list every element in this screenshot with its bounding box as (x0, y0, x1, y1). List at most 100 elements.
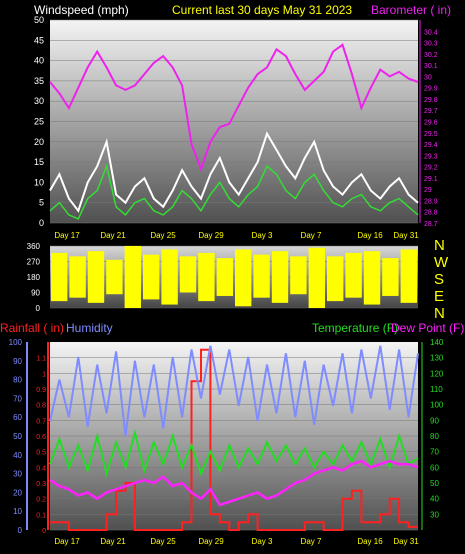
y-tick-label: 360 (27, 242, 41, 251)
humidity-title: Humidity (66, 321, 113, 335)
y-tick-label-left: 10 (34, 177, 44, 187)
y-tick-label-rain: 1.1 (36, 356, 46, 363)
direction-bar (271, 251, 289, 303)
x-tick-label: Day 7 (301, 231, 322, 240)
x-tick-label: Day 29 (198, 231, 224, 240)
y-tick-label-right: 30.1 (424, 63, 438, 70)
y-tick-label-right: 28.8 (424, 210, 438, 217)
x-tick-label: Day 21 (100, 537, 126, 546)
direction-bar (124, 246, 141, 308)
direction-bar (87, 251, 105, 303)
series-line-windspeed (49, 131, 419, 213)
y-tick-label-right: 28.7 (424, 221, 438, 228)
series-line-dewpoint (49, 459, 419, 507)
x-tick-label: Day 29 (198, 537, 224, 546)
direction-bar (106, 259, 123, 295)
y-tick-label-rain: 0.5 (36, 450, 46, 457)
rainfall-title: Rainfall ( in) (0, 321, 65, 335)
y-tick-label-rain: 0.6 (36, 434, 46, 441)
y-tick-label-temp: 140 (430, 338, 444, 347)
direction-bar (143, 254, 160, 300)
windspeed-title: Windspeed (mph) (34, 3, 129, 17)
y-tick-label-rain: 0.1 (36, 512, 46, 519)
direction-bar (179, 256, 197, 293)
y-tick-label-left: 20 (34, 137, 44, 147)
y-tick-label-right: 30.2 (424, 52, 438, 59)
y-tick-label-right: 29.4 (424, 142, 438, 149)
y-tick-label-humidity: 100 (9, 338, 23, 347)
series-line-rainfall (50, 348, 418, 531)
direction-bar (345, 252, 362, 298)
compass-n-bottom: N (434, 305, 445, 322)
y-tick-label-right: 30.3 (424, 41, 438, 48)
y-tick-label-humidity: 90 (13, 357, 22, 366)
y-tick-label-right: 28.9 (424, 198, 438, 205)
y-tick-label-rain: 0.4 (36, 465, 46, 472)
y-tick-label-humidity: 20 (13, 488, 22, 497)
y-tick-label-humidity: 0 (18, 526, 23, 535)
y-tick-label-left: 0 (39, 218, 44, 228)
current-period-title: Current last 30 days May 31 2023 (172, 3, 353, 17)
y-tick-label-rain: 1 (42, 371, 46, 378)
y-tick-label-temp: 130 (430, 354, 444, 363)
y-tick-label-right: 29.7 (424, 108, 438, 115)
y-tick-label-temp: 100 (430, 401, 444, 410)
y-tick-label: 180 (27, 273, 41, 282)
y-tick-label-right: 29.5 (424, 131, 438, 138)
y-tick-label-humidity: 10 (13, 507, 22, 516)
y-tick-label-rain: 0 (42, 528, 46, 535)
y-tick-label: 0 (36, 304, 41, 313)
compass-e: E (434, 288, 445, 305)
direction-bar (363, 251, 381, 305)
y-tick-label-right: 29.1 (424, 176, 438, 183)
temperature-title: Temperature (F) (312, 321, 399, 335)
x-tick-label: Day 16 (357, 231, 383, 240)
y-tick-label-rain: 0.3 (36, 481, 46, 488)
y-tick-label-rain: 0.2 (36, 497, 46, 504)
direction-bar (327, 256, 344, 302)
y-tick-label-humidity: 80 (13, 376, 22, 385)
y-tick-label-rain: 0.7 (36, 418, 46, 425)
x-tick-label: Day 16 (357, 537, 383, 546)
y-tick-label-left: 5 (39, 198, 44, 208)
x-tick-label: Day 3 (252, 231, 273, 240)
direction-bar (161, 249, 178, 305)
y-tick-label-right: 29.6 (424, 120, 438, 127)
y-tick-label-left: 35 (34, 76, 44, 86)
direction-bar (400, 249, 417, 303)
dewpoint-title: Dew Point (F) (391, 321, 465, 335)
y-tick-label-right: 29.8 (424, 97, 438, 104)
series-line-barometer (49, 43, 419, 172)
y-tick-label-humidity: 30 (13, 470, 22, 479)
y-tick-label-temp: 30 (430, 510, 439, 519)
y-tick-label-left: 15 (34, 157, 44, 167)
direction-bar (216, 258, 233, 296)
barometer-title: Barometer ( in) (371, 3, 452, 17)
x-tick-label: Day 25 (150, 231, 176, 240)
x-tick-label: Day 31 (393, 537, 419, 546)
x-tick-label: Day 21 (100, 231, 126, 240)
wind-chart: 0 5 10 15 20 25 30 35 40 45 50 28.7 28.8 28.9 29 29.1 29… (34, 15, 438, 240)
y-tick-label-temp: 60 (430, 463, 439, 472)
compass-w: W (434, 254, 449, 271)
compass-n-top: N (434, 237, 445, 254)
direction-bar (382, 258, 399, 296)
direction-bar (51, 252, 68, 302)
direction-bar (198, 252, 215, 302)
y-tick-label-right: 29.2 (424, 165, 438, 172)
y-tick-label-humidity: 50 (13, 432, 22, 441)
y-tick-label-temp: 90 (430, 416, 439, 425)
x-tick-label: Day 25 (150, 537, 176, 546)
direction-bar (308, 247, 325, 308)
y-tick-label-right: 30.4 (424, 29, 438, 36)
y-tick-label-temp: 50 (430, 479, 439, 488)
direction-bar (290, 256, 307, 295)
y-tick-label-left: 50 (34, 15, 44, 25)
series-line-gust (49, 163, 419, 220)
direction-bar (253, 254, 270, 298)
y-tick-label-humidity: 70 (13, 394, 22, 403)
y-tick-label-humidity: 40 (13, 451, 22, 460)
y-tick-label-right: 30 (424, 74, 432, 81)
x-tick-label: Day 7 (301, 537, 322, 546)
